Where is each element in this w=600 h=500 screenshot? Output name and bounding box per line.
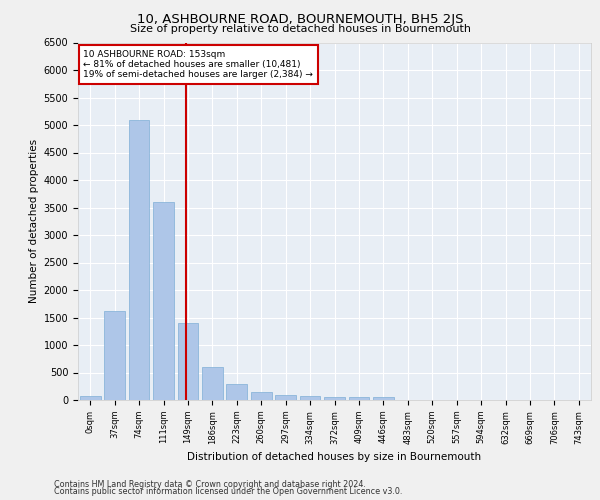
Bar: [324, 397, 345, 400]
Bar: [202, 367, 223, 400]
Bar: [104, 310, 125, 400]
Bar: [349, 396, 370, 400]
Bar: [299, 396, 320, 400]
Text: 10, ASHBOURNE ROAD, BOURNEMOUTH, BH5 2JS: 10, ASHBOURNE ROAD, BOURNEMOUTH, BH5 2JS: [137, 12, 463, 26]
Bar: [128, 120, 149, 400]
Bar: [251, 392, 272, 400]
Bar: [373, 396, 394, 400]
Bar: [275, 394, 296, 400]
Bar: [153, 202, 174, 400]
Text: Size of property relative to detached houses in Bournemouth: Size of property relative to detached ho…: [130, 24, 470, 34]
Y-axis label: Number of detached properties: Number of detached properties: [29, 139, 40, 304]
Bar: [226, 384, 247, 400]
Text: Contains HM Land Registry data © Crown copyright and database right 2024.: Contains HM Land Registry data © Crown c…: [54, 480, 366, 489]
Bar: [80, 396, 101, 400]
Text: Contains public sector information licensed under the Open Government Licence v3: Contains public sector information licen…: [54, 488, 403, 496]
X-axis label: Distribution of detached houses by size in Bournemouth: Distribution of detached houses by size …: [187, 452, 482, 462]
Text: 10 ASHBOURNE ROAD: 153sqm
← 81% of detached houses are smaller (10,481)
19% of s: 10 ASHBOURNE ROAD: 153sqm ← 81% of detac…: [83, 50, 313, 80]
Bar: [178, 323, 199, 400]
